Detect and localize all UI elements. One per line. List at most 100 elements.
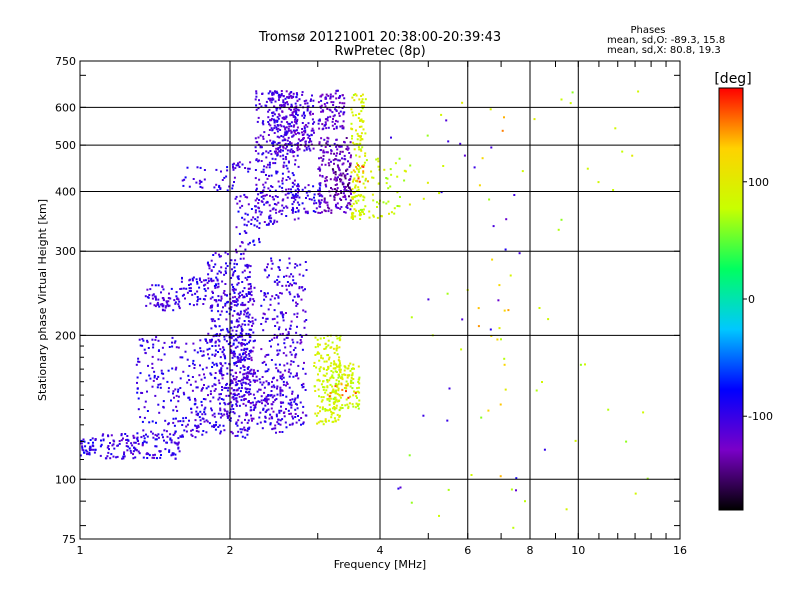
data-point xyxy=(279,292,282,294)
data-point xyxy=(445,119,448,122)
data-point xyxy=(321,420,324,423)
data-point xyxy=(245,372,248,375)
data-point xyxy=(234,300,237,303)
plot-frame xyxy=(79,60,681,540)
data-point xyxy=(380,215,383,217)
data-point xyxy=(264,355,267,358)
data-point xyxy=(141,444,144,447)
data-point xyxy=(276,349,279,352)
data-point xyxy=(278,431,281,433)
data-point xyxy=(275,367,278,370)
data-point xyxy=(264,397,266,400)
data-point xyxy=(291,392,294,395)
data-point xyxy=(316,343,319,346)
data-point xyxy=(274,119,277,122)
data-point xyxy=(292,341,295,344)
data-point xyxy=(357,194,360,197)
data-point xyxy=(209,393,212,395)
data-point xyxy=(236,283,239,286)
data-point xyxy=(172,421,175,424)
data-point xyxy=(243,359,246,362)
data-point xyxy=(292,275,295,278)
data-point xyxy=(356,162,358,165)
data-point xyxy=(199,364,201,367)
data-point xyxy=(183,429,186,432)
data-point xyxy=(331,391,334,394)
data-point xyxy=(202,303,205,305)
data-point xyxy=(299,104,302,107)
data-point xyxy=(305,148,308,151)
data-point xyxy=(263,360,266,363)
data-point xyxy=(225,175,228,178)
data-point xyxy=(337,382,340,385)
data-point xyxy=(181,424,184,426)
data-point xyxy=(236,313,239,316)
data-point xyxy=(269,119,271,122)
data-point xyxy=(248,357,251,360)
data-point xyxy=(271,295,274,298)
data-point xyxy=(302,421,305,424)
data-point xyxy=(584,363,586,366)
data-point xyxy=(298,132,301,135)
data-point xyxy=(206,348,209,351)
data-point xyxy=(265,409,268,412)
data-point xyxy=(359,218,362,220)
data-point xyxy=(354,184,357,187)
data-point xyxy=(234,167,237,170)
data-point xyxy=(285,188,288,191)
data-point xyxy=(231,274,234,277)
data-point xyxy=(270,415,273,418)
data-point xyxy=(332,101,335,104)
data-point xyxy=(242,364,245,367)
data-point xyxy=(291,206,294,209)
data-point xyxy=(280,213,283,216)
data-point xyxy=(355,143,358,145)
data-point xyxy=(361,98,364,101)
data-point xyxy=(340,199,343,201)
data-point xyxy=(287,332,290,335)
data-point xyxy=(180,280,183,283)
data-point xyxy=(185,416,187,419)
data-point xyxy=(243,193,246,196)
data-point xyxy=(275,413,278,416)
data-point xyxy=(274,189,277,192)
data-point xyxy=(268,274,270,277)
data-point xyxy=(341,102,344,105)
data-point xyxy=(341,150,344,153)
data-point xyxy=(326,334,329,337)
data-point xyxy=(294,356,297,359)
data-point xyxy=(292,125,295,128)
data-point xyxy=(145,441,148,444)
data-point xyxy=(349,175,352,178)
data-point xyxy=(277,124,280,127)
data-point xyxy=(277,117,280,120)
data-point xyxy=(278,409,281,412)
data-point xyxy=(244,352,246,355)
data-point xyxy=(333,406,336,408)
data-point xyxy=(360,135,362,138)
data-point xyxy=(286,266,289,269)
data-point xyxy=(251,375,254,378)
data-point xyxy=(211,361,214,364)
data-point xyxy=(294,198,297,201)
data-point xyxy=(154,433,157,436)
data-point xyxy=(253,224,256,227)
data-point xyxy=(291,105,293,108)
data-point xyxy=(333,142,336,145)
data-point xyxy=(265,380,268,383)
data-point xyxy=(230,350,233,353)
data-point xyxy=(282,198,285,201)
data-point xyxy=(254,218,257,221)
data-point xyxy=(363,161,366,164)
data-point xyxy=(362,208,365,211)
data-point xyxy=(348,202,351,204)
data-point xyxy=(328,145,331,147)
data-point xyxy=(278,150,281,153)
data-point xyxy=(278,96,281,98)
data-point xyxy=(339,180,342,183)
data-point xyxy=(283,411,286,414)
data-point xyxy=(129,449,132,452)
data-point xyxy=(278,326,281,329)
data-point xyxy=(329,115,332,118)
data-point xyxy=(238,353,241,356)
